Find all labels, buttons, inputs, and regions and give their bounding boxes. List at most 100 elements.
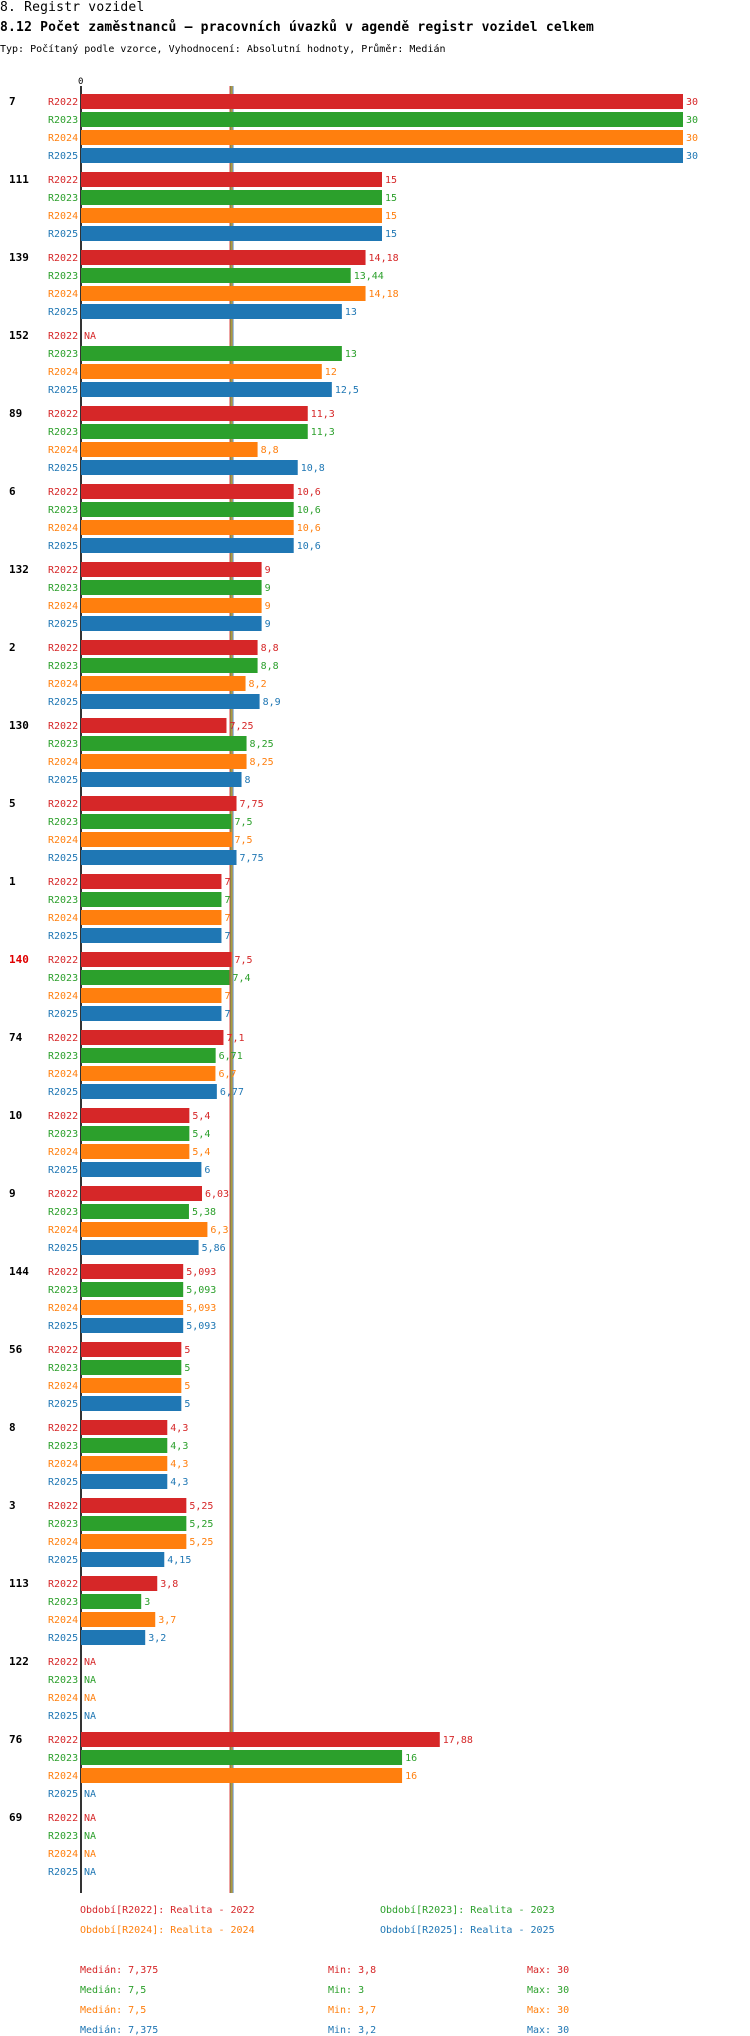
series-label: R2023 bbox=[48, 115, 78, 126]
bar-r2023 bbox=[81, 1438, 168, 1453]
series-label: R2024 bbox=[48, 991, 78, 1002]
value-label: 7 bbox=[224, 895, 230, 906]
series-label: R2023 bbox=[48, 1831, 78, 1842]
series-label: R2023 bbox=[48, 973, 78, 984]
series-label: R2024 bbox=[48, 523, 78, 534]
value-label: 30 bbox=[686, 133, 698, 144]
stat-median-r2022: Medián: 7,375 bbox=[80, 1965, 159, 1976]
group-label: 89 bbox=[9, 407, 22, 420]
value-label: 8,2 bbox=[249, 679, 267, 690]
value-label: 5,25 bbox=[189, 1501, 213, 1512]
bar-r2022 bbox=[81, 952, 232, 967]
bar-r2025 bbox=[81, 1162, 202, 1177]
stat-median-r2025: Medián: 7,375 bbox=[80, 2025, 159, 2036]
series-label: R2025 bbox=[48, 541, 78, 552]
series-label: R2025 bbox=[48, 1477, 78, 1488]
series-label: R2024 bbox=[48, 601, 78, 612]
value-label: 5,093 bbox=[186, 1321, 216, 1332]
series-label: R2025 bbox=[48, 1399, 78, 1410]
value-label: 5,86 bbox=[202, 1243, 226, 1254]
series-label: R2023 bbox=[48, 349, 78, 360]
bar-r2025 bbox=[81, 1240, 199, 1255]
stat-min-r2023: Min: 3 bbox=[328, 1985, 365, 1996]
group-label: 5 bbox=[9, 797, 16, 810]
series-label: R2025 bbox=[48, 697, 78, 708]
bar-r2024 bbox=[81, 988, 222, 1003]
group-label: 113 bbox=[9, 1577, 29, 1590]
legend-period-r2024: Období[R2024]: Realita - 2024 bbox=[80, 1925, 255, 1936]
value-label: 9 bbox=[265, 619, 271, 630]
value-label: 11,3 bbox=[311, 427, 335, 438]
value-label: NA bbox=[84, 1813, 96, 1824]
bar-r2025 bbox=[81, 1084, 217, 1099]
series-label: R2024 bbox=[48, 1069, 78, 1080]
series-label: R2023 bbox=[48, 505, 78, 516]
group-label: 8 bbox=[9, 1421, 16, 1434]
legend-period-r2022: Období[R2022]: Realita - 2022 bbox=[80, 1905, 255, 1916]
value-label: 11,3 bbox=[311, 409, 335, 420]
bar-r2025 bbox=[81, 850, 237, 865]
bar-r2023 bbox=[81, 1360, 182, 1375]
bar-r2023 bbox=[81, 1204, 189, 1219]
series-label: R2023 bbox=[48, 1363, 78, 1374]
series-label: R2025 bbox=[48, 1789, 78, 1800]
series-label: R2022 bbox=[48, 253, 78, 264]
group-label: 140 bbox=[9, 953, 29, 966]
series-label: R2024 bbox=[48, 1693, 78, 1704]
series-label: R2023 bbox=[48, 583, 78, 594]
value-label: 14,18 bbox=[369, 289, 399, 300]
value-label: 5,093 bbox=[186, 1285, 216, 1296]
legend-period-r2023: Období[R2023]: Realita - 2023 bbox=[380, 1905, 555, 1916]
series-label: R2025 bbox=[48, 229, 78, 240]
value-label: NA bbox=[84, 1693, 96, 1704]
value-label: 30 bbox=[686, 115, 698, 126]
bar-r2025 bbox=[81, 1396, 182, 1411]
value-label: 10,8 bbox=[301, 463, 325, 474]
series-label: R2024 bbox=[48, 1303, 78, 1314]
value-label: 10,6 bbox=[297, 505, 321, 516]
value-label: 15 bbox=[385, 229, 397, 240]
bar-r2022 bbox=[81, 718, 227, 733]
value-label: 8 bbox=[245, 775, 251, 786]
value-label: 7 bbox=[224, 913, 230, 924]
bar-r2025 bbox=[81, 1474, 168, 1489]
series-label: R2025 bbox=[48, 151, 78, 162]
value-label: 4,3 bbox=[170, 1459, 188, 1470]
value-label: 17,88 bbox=[443, 1735, 473, 1746]
value-label: 3,2 bbox=[148, 1633, 166, 1644]
value-label: 5,38 bbox=[192, 1207, 216, 1218]
value-label: NA bbox=[84, 1789, 96, 1800]
series-label: R2025 bbox=[48, 1555, 78, 1566]
stat-min-r2025: Min: 3,2 bbox=[328, 2025, 377, 2036]
stat-min-r2024: Min: 3,7 bbox=[328, 2005, 377, 2016]
bar-r2022 bbox=[81, 406, 308, 421]
value-label: 5 bbox=[184, 1345, 190, 1356]
series-label: R2022 bbox=[48, 1579, 78, 1590]
series-label: R2023 bbox=[48, 1207, 78, 1218]
bar-r2024 bbox=[81, 598, 262, 613]
value-label: NA bbox=[84, 1711, 96, 1722]
bar-r2022 bbox=[81, 1108, 190, 1123]
bar-r2024 bbox=[81, 1534, 187, 1549]
series-label: R2023 bbox=[48, 1285, 78, 1296]
bar-r2022 bbox=[81, 1498, 187, 1513]
bar-r2022 bbox=[81, 640, 258, 655]
bar-r2024 bbox=[81, 832, 232, 847]
group-label: 6 bbox=[9, 485, 16, 498]
bar-r2023 bbox=[81, 268, 351, 283]
bar-r2023 bbox=[81, 892, 222, 907]
bar-r2025 bbox=[81, 382, 332, 397]
bar-r2022 bbox=[81, 1342, 182, 1357]
group-label: 144 bbox=[9, 1265, 29, 1278]
chart-title: 8.12 Počet zaměstnanců – pracovních úvaz… bbox=[0, 20, 594, 35]
bar-r2022 bbox=[81, 1732, 440, 1747]
value-label: 8,25 bbox=[250, 739, 274, 750]
value-label: 6,71 bbox=[219, 1051, 243, 1062]
bar-r2025 bbox=[81, 1630, 146, 1645]
value-label: 7 bbox=[224, 991, 230, 1002]
bar-r2024 bbox=[81, 1144, 190, 1159]
series-label: R2022 bbox=[48, 1501, 78, 1512]
group-label: 130 bbox=[9, 719, 29, 732]
value-label: 8,25 bbox=[250, 757, 274, 768]
